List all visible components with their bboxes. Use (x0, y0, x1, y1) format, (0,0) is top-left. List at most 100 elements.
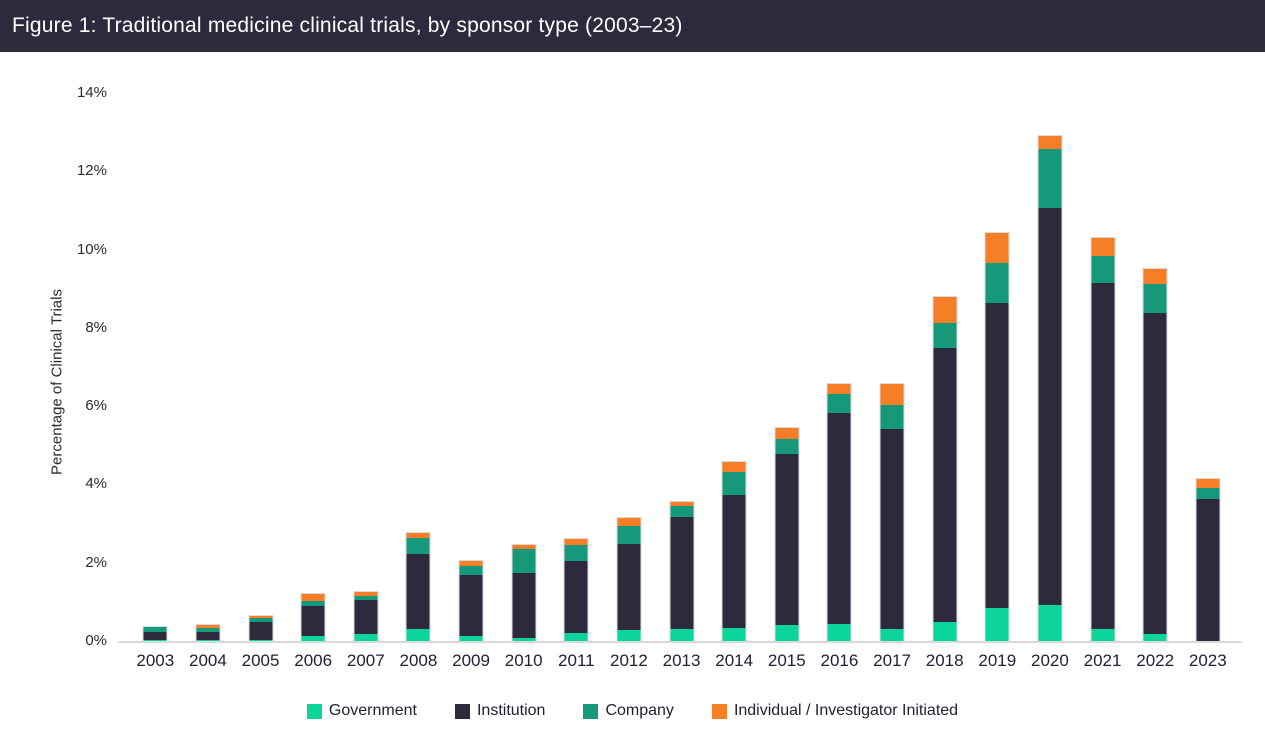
stacked-bar-2018[interactable] (932, 295, 958, 643)
segment-institution-2018[interactable] (933, 347, 957, 622)
segment-individual-investigator-initiated-2014[interactable] (722, 461, 746, 472)
segment-institution-2022[interactable] (1143, 313, 1167, 634)
segment-institution-2023[interactable] (1196, 498, 1220, 641)
segment-individual-investigator-initiated-2006[interactable] (301, 594, 325, 601)
segment-government-2005[interactable] (249, 639, 273, 641)
segment-individual-investigator-initiated-2021[interactable] (1091, 237, 1115, 257)
segment-institution-2007[interactable] (354, 600, 378, 635)
stacked-bar-2021[interactable] (1090, 236, 1116, 643)
segment-company-2004[interactable] (196, 627, 220, 633)
legend-item-government[interactable]: Government (306, 702, 417, 720)
stacked-bar-2003[interactable] (142, 626, 168, 642)
segment-government-2016[interactable] (827, 623, 851, 641)
segment-individual-investigator-initiated-2013[interactable] (670, 502, 694, 507)
segment-government-2006[interactable] (301, 636, 325, 641)
stacked-bar-2010[interactable] (511, 544, 537, 642)
segment-government-2015[interactable] (775, 625, 799, 641)
segment-company-2010[interactable] (512, 548, 536, 573)
segment-individual-investigator-initiated-2011[interactable] (564, 539, 588, 546)
segment-individual-investigator-initiated-2017[interactable] (880, 383, 904, 406)
segment-institution-2017[interactable] (880, 428, 904, 630)
segment-institution-2019[interactable] (985, 303, 1009, 609)
segment-government-2008[interactable] (406, 628, 430, 641)
segment-company-2005[interactable] (249, 618, 273, 623)
stacked-bar-2009[interactable] (458, 559, 484, 643)
segment-government-2014[interactable] (722, 628, 746, 641)
segment-individual-investigator-initiated-2022[interactable] (1143, 269, 1167, 284)
segment-company-2021[interactable] (1091, 256, 1115, 283)
segment-government-2009[interactable] (459, 636, 483, 641)
segment-institution-2012[interactable] (617, 544, 641, 631)
segment-individual-investigator-initiated-2012[interactable] (617, 517, 641, 526)
segment-individual-investigator-initiated-2023[interactable] (1196, 478, 1220, 488)
segment-individual-investigator-initiated-2005[interactable] (249, 615, 273, 619)
segment-company-2011[interactable] (564, 545, 588, 561)
segment-institution-2011[interactable] (564, 560, 588, 634)
segment-institution-2021[interactable] (1091, 282, 1115, 630)
segment-government-2013[interactable] (670, 629, 694, 641)
segment-institution-2013[interactable] (670, 517, 694, 630)
stacked-bar-2006[interactable] (300, 593, 326, 642)
segment-government-2003[interactable] (143, 640, 167, 641)
segment-individual-investigator-initiated-2019[interactable] (985, 233, 1009, 263)
segment-company-2013[interactable] (670, 506, 694, 518)
segment-company-2022[interactable] (1143, 283, 1167, 314)
segment-company-2017[interactable] (880, 405, 904, 429)
segment-company-2012[interactable] (617, 525, 641, 545)
segment-government-2007[interactable] (354, 634, 378, 641)
segment-company-2014[interactable] (722, 471, 746, 496)
segment-company-2016[interactable] (827, 394, 851, 414)
segment-individual-investigator-initiated-2004[interactable] (196, 625, 220, 628)
legend-item-individual-investigator-initiated[interactable]: Individual / Investigator Initiated (711, 702, 958, 720)
segment-company-2009[interactable] (459, 566, 483, 575)
segment-individual-investigator-initiated-2009[interactable] (459, 560, 483, 567)
segment-individual-investigator-initiated-2008[interactable] (406, 533, 430, 538)
segment-institution-2008[interactable] (406, 554, 430, 629)
segment-government-2019[interactable] (985, 608, 1009, 641)
segment-institution-2020[interactable] (1038, 208, 1062, 606)
legend-item-company[interactable]: Company (583, 702, 674, 720)
segment-institution-2010[interactable] (512, 572, 536, 638)
stacked-bar-2022[interactable] (1142, 268, 1168, 642)
stacked-bar-2012[interactable] (616, 516, 642, 643)
segment-government-2010[interactable] (512, 637, 536, 641)
segment-company-2003[interactable] (143, 627, 167, 633)
stacked-bar-2019[interactable] (984, 232, 1010, 642)
segment-government-2012[interactable] (617, 630, 641, 641)
stacked-bar-2014[interactable] (721, 460, 747, 643)
segment-institution-2014[interactable] (722, 495, 746, 629)
segment-company-2018[interactable] (933, 323, 957, 348)
segment-institution-2015[interactable] (775, 453, 799, 625)
stacked-bar-2023[interactable] (1195, 477, 1221, 643)
segment-institution-2003[interactable] (143, 632, 167, 641)
segment-government-2017[interactable] (880, 629, 904, 641)
segment-institution-2006[interactable] (301, 605, 325, 637)
stacked-bar-2007[interactable] (353, 591, 379, 642)
segment-individual-investigator-initiated-2018[interactable] (933, 296, 957, 324)
stacked-bar-2020[interactable] (1037, 135, 1063, 642)
segment-institution-2005[interactable] (249, 622, 273, 640)
stacked-bar-2016[interactable] (826, 382, 852, 643)
segment-government-2022[interactable] (1143, 633, 1167, 641)
stacked-bar-2015[interactable] (774, 427, 800, 642)
segment-government-2018[interactable] (933, 621, 957, 641)
segment-individual-investigator-initiated-2007[interactable] (354, 592, 378, 597)
segment-government-2011[interactable] (564, 633, 588, 641)
segment-company-2008[interactable] (406, 537, 430, 555)
segment-individual-investigator-initiated-2016[interactable] (827, 383, 851, 395)
legend-item-institution[interactable]: Institution (454, 702, 545, 720)
stacked-bar-2005[interactable] (248, 614, 274, 643)
segment-institution-2009[interactable] (459, 574, 483, 637)
segment-individual-investigator-initiated-2010[interactable] (512, 545, 536, 549)
stacked-bar-2008[interactable] (405, 532, 431, 642)
segment-institution-2016[interactable] (827, 413, 851, 624)
stacked-bar-2017[interactable] (879, 382, 905, 643)
segment-company-2007[interactable] (354, 596, 378, 601)
stacked-bar-2011[interactable] (563, 538, 589, 642)
stacked-bar-2004[interactable] (195, 624, 221, 642)
segment-company-2006[interactable] (301, 600, 325, 606)
stacked-bar-2013[interactable] (669, 501, 695, 642)
segment-government-2004[interactable] (196, 640, 220, 641)
segment-company-2015[interactable] (775, 439, 799, 454)
segment-individual-investigator-initiated-2015[interactable] (775, 428, 799, 440)
